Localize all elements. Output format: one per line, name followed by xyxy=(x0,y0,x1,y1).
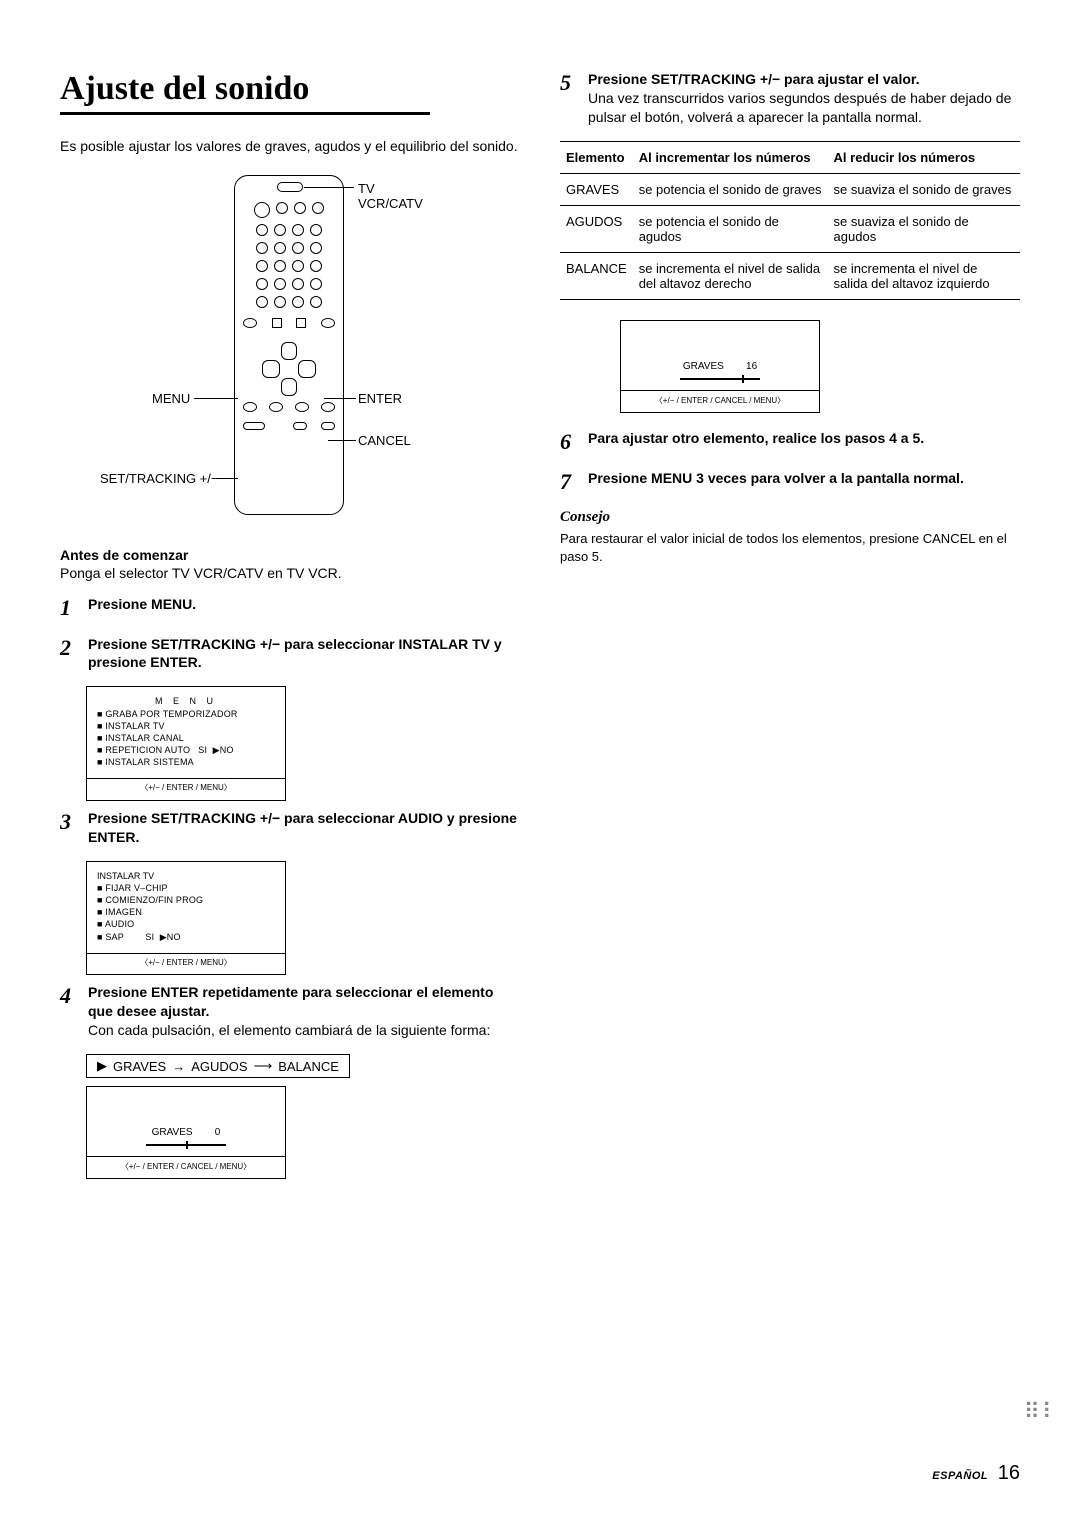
label-cancel: CANCEL xyxy=(358,433,411,448)
title-rule xyxy=(60,112,430,115)
table-row: GRAVES se potencia el sonido de graves s… xyxy=(560,173,1020,205)
step-3: 3 Presione SET/TRACKING +/− para selecci… xyxy=(60,809,520,847)
label-menu: MENU xyxy=(152,391,190,406)
page-title: Ajuste del sonido xyxy=(60,70,520,108)
row1-c3: se suaviza el sonido de agudos xyxy=(828,205,1020,252)
th-decrease: Al reducir los números xyxy=(828,141,1020,173)
row2-c2: se incrementa el nivel de salida del alt… xyxy=(633,252,828,299)
before-head: Antes de comenzar xyxy=(60,547,520,563)
row1-c1: AGUDOS xyxy=(560,205,633,252)
remote-diagram: TV VCR/CATV MENU ENTER CANCEL SET/TRACKI… xyxy=(60,175,430,535)
adj0-val: 0 xyxy=(215,1127,221,1138)
remote-outline xyxy=(234,175,344,515)
row2-c1: BALANCE xyxy=(560,252,633,299)
step-1: 1 Presione MENU. xyxy=(60,595,520,621)
screen2-items: ■ FIJAR V–CHIP ■ COMIENZO/FIN PROG ■ IMA… xyxy=(97,882,275,943)
adj0-foot: 〈+/− / ENTER / CANCEL / MENU〉 xyxy=(97,1161,275,1172)
screen2-foot: 〈+/− / ENTER / MENU〉 xyxy=(97,958,275,969)
page-footer: ESPAÑOL 16 xyxy=(932,1462,1020,1485)
step-6: 6 Para ajustar otro elemento, realice lo… xyxy=(560,429,1020,455)
step-2-text: Presione SET/TRACKING +/− para seleccion… xyxy=(88,636,502,671)
step-4-body: Con cada pulsación, el elemento cambiará… xyxy=(88,1022,490,1038)
adjust-screen-0: GRAVES 0 〈+/− / ENTER / CANCEL / MENU〉 xyxy=(86,1086,286,1179)
onscreen-menu-2: INSTALAR TV ■ FIJAR V–CHIP ■ COMIENZO/FI… xyxy=(86,861,286,976)
row0-c3: se suaviza el sonido de graves xyxy=(828,173,1020,205)
adjust-screen-16: GRAVES 16 〈+/− / ENTER / CANCEL / MENU〉 xyxy=(620,320,820,413)
screen1-title: M E N U xyxy=(97,695,275,707)
footer-page: 16 xyxy=(998,1462,1020,1484)
step-5-head: Presione SET/TRACKING +/− para ajustar e… xyxy=(588,71,919,87)
row1-c2: se potencia el sonido de agudos xyxy=(633,205,828,252)
th-elemento: Elemento xyxy=(560,141,633,173)
table-row: AGUDOS se potencia el sonido de agudos s… xyxy=(560,205,1020,252)
step-7: 7 Presione MENU 3 veces para volver a la… xyxy=(560,469,1020,495)
step-7-text: Presione MENU 3 veces para volver a la p… xyxy=(588,470,964,486)
step-4: 4 Presione ENTER repetidamente para sele… xyxy=(60,983,520,1040)
intro-text: Es posible ajustar los valores de graves… xyxy=(60,137,520,157)
label-enter: ENTER xyxy=(358,391,402,406)
row2-c3: se incrementa el nivel de salida del alt… xyxy=(828,252,1020,299)
label-tv-vcr: TV VCR/CATV xyxy=(358,181,430,211)
step-5-body: Una vez transcurridos varios segundos de… xyxy=(588,90,1011,125)
step-6-text: Para ajustar otro elemento, realice los … xyxy=(588,430,924,446)
before-text: Ponga el selector TV VCR/CATV en TV VCR. xyxy=(60,565,520,581)
tip-body: Para restaurar el valor inicial de todos… xyxy=(560,530,1020,566)
effects-table: Elemento Al incrementar los números Al r… xyxy=(560,141,1020,300)
screen1-items: ■ GRABA POR TEMPORIZADOR ■ INSTALAR TV ■… xyxy=(97,708,275,769)
tip-head: Consejo xyxy=(560,509,1020,526)
screen1-foot: 〈+/− / ENTER / MENU〉 xyxy=(97,783,275,794)
step-4-head: Presione ENTER repetidamente para selecc… xyxy=(88,984,493,1019)
screen2-title: INSTALAR TV xyxy=(97,870,275,882)
step-1-text: Presione MENU. xyxy=(88,596,196,612)
adj16-val: 16 xyxy=(746,361,757,372)
flow-c: BALANCE xyxy=(278,1059,339,1074)
step-5: 5 Presione SET/TRACKING +/− para ajustar… xyxy=(560,70,1020,127)
step-3-text: Presione SET/TRACKING +/− para seleccion… xyxy=(88,810,517,845)
footer-lang: ESPAÑOL xyxy=(932,1470,988,1482)
flow-cycle: ▶GRAVES → AGUDOS ⟶ BALANCE xyxy=(86,1054,520,1078)
adj16-foot: 〈+/− / ENTER / CANCEL / MENU〉 xyxy=(631,395,809,406)
flow-b: AGUDOS xyxy=(191,1059,247,1074)
row0-c1: GRAVES xyxy=(560,173,633,205)
adj0-label: GRAVES xyxy=(152,1127,193,1138)
th-increase: Al incrementar los números xyxy=(633,141,828,173)
row0-c2: se potencia el sonido de graves xyxy=(633,173,828,205)
onscreen-menu-1: M E N U ■ GRABA POR TEMPORIZADOR ■ INSTA… xyxy=(86,686,286,801)
adj16-label: GRAVES xyxy=(683,361,724,372)
flow-a: GRAVES xyxy=(113,1059,166,1074)
step-2: 2 Presione SET/TRACKING +/− para selecci… xyxy=(60,635,520,673)
decorative-dots: ⠿⠇ xyxy=(1024,1399,1060,1425)
table-row: BALANCE se incrementa el nivel de salida… xyxy=(560,252,1020,299)
label-set-tracking: SET/TRACKING +/− xyxy=(100,471,220,486)
